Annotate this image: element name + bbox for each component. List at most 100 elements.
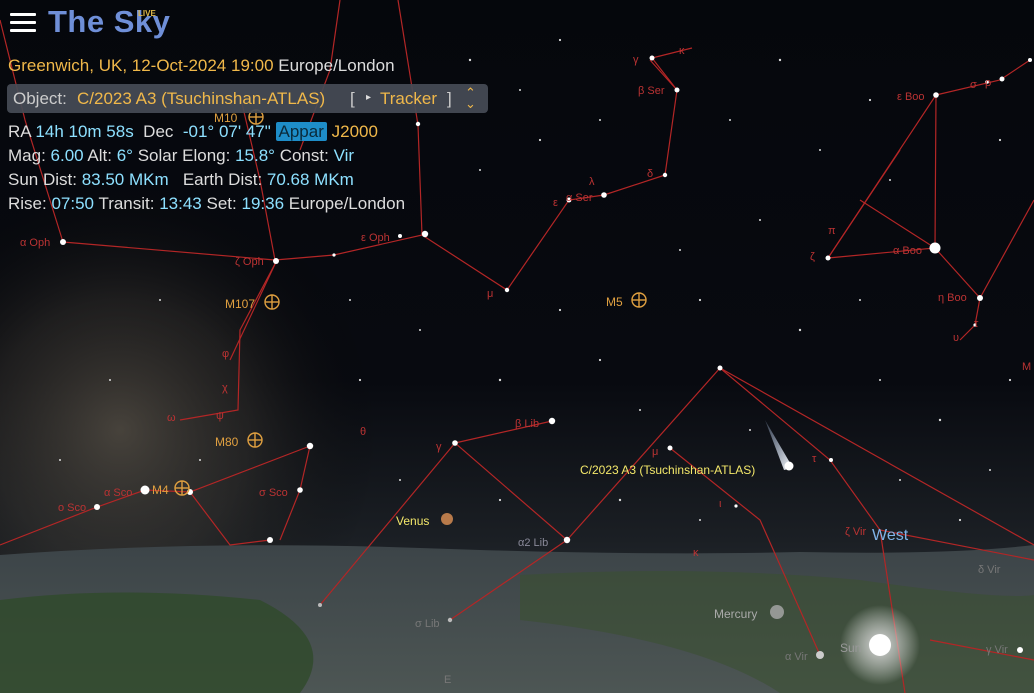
sun-dist-value: 83.50 MKm (81, 170, 169, 189)
stats-row: Mag: 6.00 Alt: 6° Solar Elong: 15.8° Con… (8, 146, 354, 166)
bracket-open: [ (350, 89, 355, 108)
star-label[interactable]: σ Lib (415, 618, 440, 630)
dso-label[interactable]: M4 (152, 483, 169, 497)
distance-row: Sun Dist: 83.50 MKm Earth Dist: 70.68 MK… (8, 170, 354, 190)
star-label[interactable]: ζ Vir (845, 526, 867, 538)
ra-value: 14h 10m 58s (35, 122, 134, 141)
star-label[interactable]: M (1022, 361, 1032, 373)
star-label[interactable]: α2 Lib (518, 537, 549, 549)
hamburger-menu-icon[interactable] (10, 13, 36, 35)
location-datetime[interactable]: Greenwich, UK, 12-Oct-2024 19:00 (8, 56, 274, 75)
star-label[interactable]: χ (222, 382, 228, 394)
dec-label: Dec (143, 122, 174, 141)
dso-label[interactable]: M107 (225, 297, 256, 311)
rise-value: 07:50 (51, 194, 95, 213)
star-label[interactable]: ζ Oph (235, 256, 264, 268)
const-value: Vir (333, 146, 355, 165)
mag-label: Mag: (8, 146, 46, 165)
mag-value: 6.00 (50, 146, 84, 165)
star-label[interactable]: σ (970, 79, 977, 91)
logo-superscript: LIVE (138, 9, 156, 18)
sun-disk[interactable] (869, 634, 891, 656)
ra-label: RA (8, 122, 31, 141)
object-label: Object: (13, 89, 67, 108)
earth-dist-value: 70.68 MKm (266, 170, 354, 189)
compass-east: E (444, 674, 452, 686)
star-label[interactable]: γ (633, 54, 639, 66)
star-label[interactable]: ε Boo (897, 91, 925, 103)
location-line[interactable]: Greenwich, UK, 12-Oct-2024 19:00 Europe/… (8, 56, 395, 76)
star-label[interactable]: ψ (216, 410, 224, 422)
star-label[interactable]: ο Sco (58, 502, 87, 514)
star-label[interactable]: π (828, 225, 836, 237)
grass (0, 592, 314, 693)
dso-label[interactable]: M10 (214, 111, 238, 125)
set-value: 19:36 (241, 194, 285, 213)
star-label[interactable]: γ (436, 441, 442, 453)
star-label[interactable]: β Lib (515, 418, 540, 430)
sun-label[interactable]: Sun (840, 641, 862, 655)
coords-row: RA 14h 10m 58s Dec -01° 07' 47" Appar J2… (8, 122, 378, 142)
object-name[interactable]: C/2023 A3 (Tsuchinshan-ATLAS) (77, 89, 326, 108)
star-label[interactable]: ρ (985, 77, 992, 89)
star-label[interactable]: δ (647, 168, 654, 180)
mercury-label[interactable]: Mercury (714, 607, 758, 621)
star-label[interactable]: κ (679, 45, 685, 57)
dso-label[interactable]: M5 (606, 295, 623, 309)
star-label[interactable]: η Boo (938, 292, 967, 304)
star-label[interactable]: υ (953, 332, 960, 344)
star-label[interactable]: λ (589, 176, 595, 188)
alt-label: Alt: (87, 146, 112, 165)
star-label[interactable]: ε Oph (361, 232, 390, 244)
venus-label[interactable]: Venus (396, 514, 430, 528)
const-label: Const: (279, 146, 329, 165)
venus-planet[interactable] (441, 513, 453, 525)
comet-label[interactable]: C/2023 A3 (Tsuchinshan-ATLAS) (580, 463, 756, 477)
star-label[interactable]: ι (719, 498, 722, 510)
star-label[interactable]: α Vir (785, 651, 808, 663)
set-label: Set: (206, 194, 237, 213)
stars (60, 55, 1032, 659)
object-selector[interactable]: Object: C/2023 A3 (Tsuchinshan-ATLAS) [ … (7, 84, 488, 113)
appar-toggle[interactable]: Appar (275, 122, 327, 141)
bracket-close: ] (447, 89, 452, 108)
star-label[interactable]: τ (812, 453, 817, 465)
star-label[interactable]: δ Vir (978, 564, 1001, 576)
transit-value: 13:43 (159, 194, 202, 213)
timezone[interactable]: Europe/London (278, 56, 395, 75)
star-label[interactable]: ω (167, 412, 176, 424)
tracker-button[interactable]: Tracker (380, 89, 437, 108)
star-label[interactable]: τ (974, 318, 979, 330)
star-label[interactable]: α Sco (104, 487, 133, 499)
alt-value: 6° (116, 146, 133, 165)
times-row: Rise: 07:50 Transit: 13:43 Set: 19:36 Eu… (8, 194, 405, 214)
star-label[interactable]: β Ser (638, 85, 665, 97)
faint-stars (59, 38, 1012, 522)
elong-value: 15.8° (235, 146, 275, 165)
comet-tail (765, 420, 793, 470)
star-label[interactable]: ε (553, 197, 558, 209)
star-label[interactable]: κ (693, 547, 699, 559)
star-label[interactable]: α Ser (566, 192, 593, 204)
chevrons-icon[interactable]: ⌃ ⌄ (465, 85, 476, 111)
star-label[interactable]: μ (487, 288, 494, 300)
app-logo[interactable]: The Sky (48, 4, 171, 39)
star-label[interactable]: μ (652, 446, 659, 458)
star-label[interactable]: σ Sco (259, 487, 288, 499)
dso-label[interactable]: M80 (215, 435, 239, 449)
times-timezone: Europe/London (288, 194, 406, 213)
comet-nucleus[interactable] (784, 461, 794, 471)
star-label[interactable]: φ (222, 348, 230, 360)
play-triangle-icon[interactable]: ▸ (366, 92, 372, 103)
dec-value: -01° 07' 47" (182, 122, 271, 141)
j2000-toggle[interactable]: J2000 (331, 122, 378, 141)
star-label[interactable]: α Boo (893, 245, 922, 257)
cluster-icon (631, 292, 647, 308)
star-label[interactable]: α Oph (20, 237, 51, 249)
star-label[interactable]: θ (360, 426, 367, 438)
mercury-planet[interactable] (770, 605, 784, 619)
star-label[interactable]: ζ (810, 251, 815, 263)
star-label[interactable]: γ Vir (986, 644, 1008, 656)
